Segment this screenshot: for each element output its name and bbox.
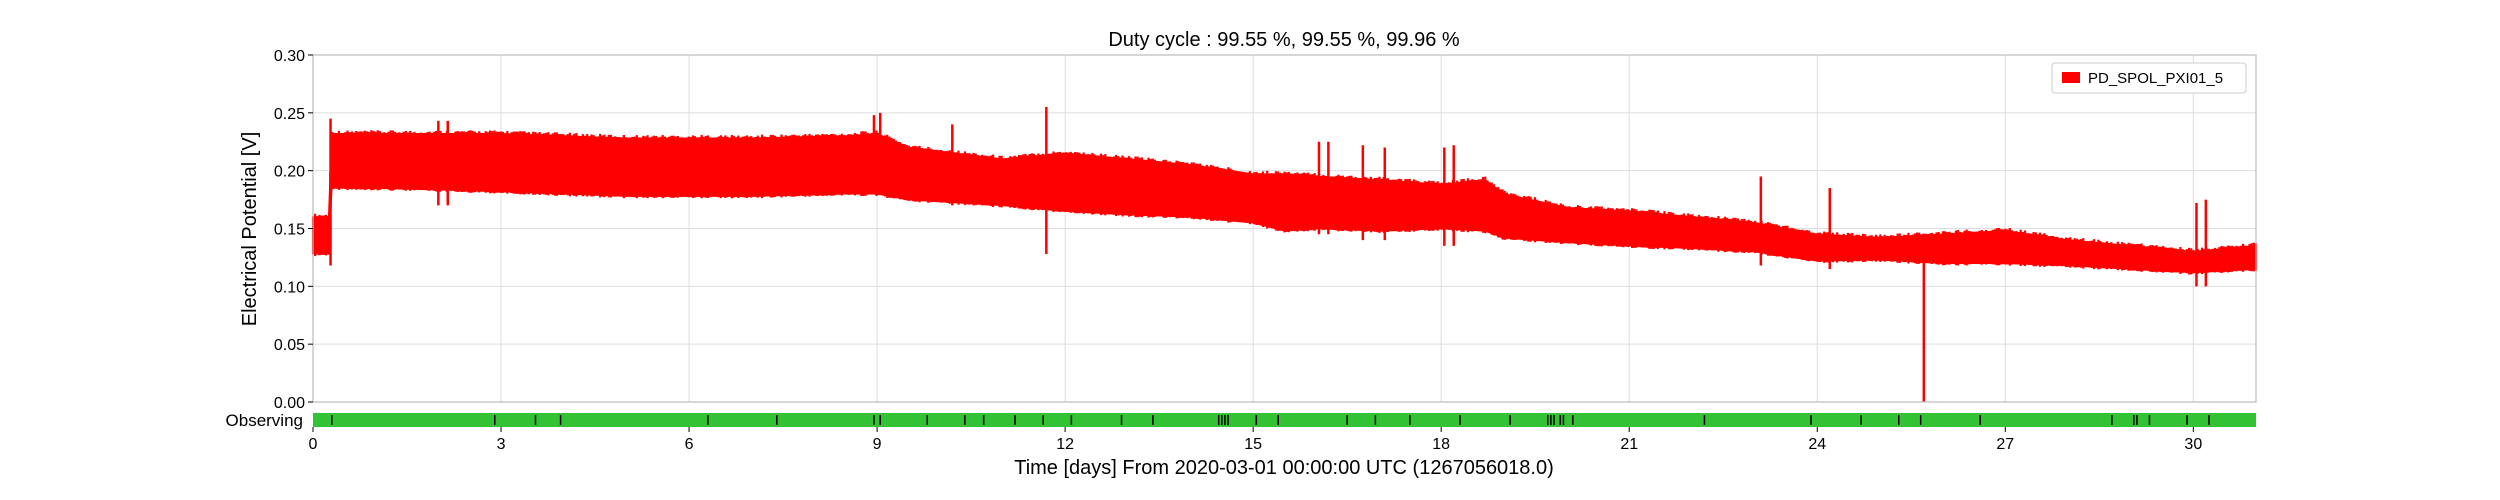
y-tick-label: 0.20: [274, 164, 305, 181]
x-tick-label: 27: [1996, 436, 2014, 453]
observing-segment: Observing: [226, 411, 2256, 430]
legend: PD_SPOL_PXI01_5: [2051, 62, 2247, 94]
y-axis: 0.00 0.05 0.10 0.15 0.20 0.25 0.30: [274, 48, 313, 412]
y-axis-label: Electrical Potential [V]: [239, 132, 261, 327]
chart-title: Duty cycle : 99.55 %, 99.55 %, 99.96 %: [1108, 29, 1460, 51]
legend-frame: [2051, 62, 2247, 94]
observing-bar: [313, 413, 2256, 427]
y-tick-label: 0.25: [274, 106, 305, 123]
y-tick-label: 0.15: [274, 222, 305, 239]
x-axis: 0 3 6 9 12 15 18 21 24 27 30: [309, 427, 2202, 453]
x-tick-label: 30: [2184, 436, 2202, 453]
legend-series-label: PD_SPOL_PXI01_5: [2088, 70, 2223, 87]
x-tick-label: 15: [1244, 436, 1262, 453]
x-tick-label: 18: [1432, 436, 1450, 453]
data-plot: [311, 107, 2258, 402]
y-tick-label: 0.00: [274, 395, 305, 412]
y-tick-label: 0.10: [274, 279, 305, 296]
observing-label: Observing: [226, 411, 303, 430]
x-tick-label: 0: [309, 436, 318, 453]
x-tick-label: 24: [1808, 436, 1826, 453]
x-tick-label: 12: [1056, 436, 1074, 453]
y-tick-label: 0.05: [274, 337, 305, 354]
y-tick-label: 0.30: [274, 48, 305, 65]
x-axis-label: Time [days] From 2020-03-01 00:00:00 UTC…: [1014, 457, 1554, 479]
x-tick-label: 3: [497, 436, 506, 453]
x-tick-label: 21: [1620, 436, 1638, 453]
x-tick-label: 9: [873, 436, 882, 453]
x-tick-label: 6: [685, 436, 694, 453]
legend-swatch: [2062, 72, 2080, 83]
